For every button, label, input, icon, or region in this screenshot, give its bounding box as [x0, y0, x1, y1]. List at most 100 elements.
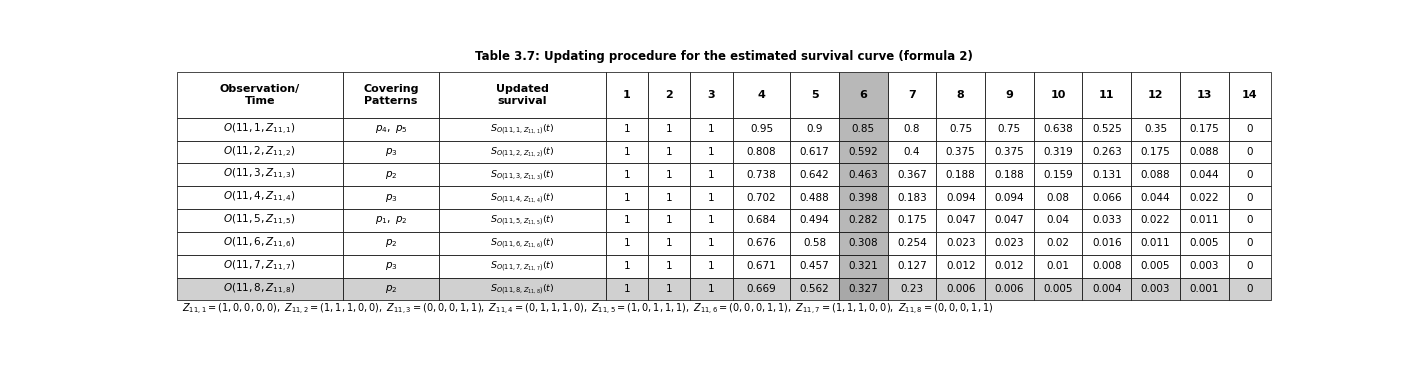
- Text: $S_{O(11,8,Z_{11,8})}(t)$: $S_{O(11,8,Z_{11,8})}(t)$: [490, 282, 555, 296]
- Text: 0.263: 0.263: [1091, 147, 1121, 157]
- Text: $S_{O(11,3,Z_{11,3})}(t)$: $S_{O(11,3,Z_{11,3})}(t)$: [490, 168, 555, 182]
- Text: 0.95: 0.95: [750, 124, 772, 134]
- Bar: [606, 118, 648, 141]
- Text: 1: 1: [709, 238, 714, 248]
- Text: 0.004: 0.004: [1091, 284, 1121, 294]
- Bar: [1034, 277, 1083, 300]
- Text: 0.808: 0.808: [747, 147, 777, 157]
- Bar: [936, 186, 986, 209]
- Bar: [986, 141, 1034, 163]
- Bar: [1131, 232, 1180, 255]
- Bar: [606, 72, 648, 118]
- Text: $Z_{11,1} = (1,0,0,0,0),\ Z_{11,2} = (1,1,1,0,0),\ Z_{11,3} = (0,0,0,1,1),\ Z_{1: $Z_{11,1} = (1,0,0,0,0),\ Z_{11,2} = (1,…: [182, 302, 993, 317]
- Text: $O(11,6,Z_{11,6})$: $O(11,6,Z_{11,6})$: [223, 236, 297, 251]
- Bar: [439, 118, 606, 141]
- Bar: [1131, 118, 1180, 141]
- Text: 0.175: 0.175: [1141, 147, 1171, 157]
- Text: Observation/
Time: Observation/ Time: [220, 84, 299, 106]
- Text: 1: 1: [666, 170, 672, 180]
- Text: 0.85: 0.85: [851, 124, 875, 134]
- Bar: [1228, 255, 1271, 277]
- Text: 0.006: 0.006: [994, 284, 1024, 294]
- Text: 12: 12: [1148, 90, 1163, 100]
- Bar: [936, 209, 986, 232]
- Bar: [1228, 232, 1271, 255]
- Text: 0.094: 0.094: [994, 193, 1024, 203]
- Text: $S_{O(11,2,Z_{11,2})}(t)$: $S_{O(11,2,Z_{11,2})}(t)$: [490, 145, 555, 159]
- Text: 0.047: 0.047: [994, 216, 1024, 225]
- Bar: [791, 255, 839, 277]
- Bar: [888, 186, 936, 209]
- Text: $O(11,3,Z_{11,3})$: $O(11,3,Z_{11,3})$: [223, 167, 297, 182]
- Bar: [888, 118, 936, 141]
- Text: 0.08: 0.08: [1046, 193, 1070, 203]
- Text: 0: 0: [1247, 216, 1252, 225]
- Bar: [343, 255, 439, 277]
- Bar: [648, 163, 690, 186]
- Text: 1: 1: [624, 124, 630, 134]
- Bar: [733, 277, 791, 300]
- Text: 0.738: 0.738: [747, 170, 777, 180]
- Text: 0.175: 0.175: [1189, 124, 1219, 134]
- Bar: [690, 141, 733, 163]
- Bar: [439, 163, 606, 186]
- Bar: [986, 163, 1034, 186]
- Text: 0.005: 0.005: [1043, 284, 1073, 294]
- Text: 0.006: 0.006: [946, 284, 976, 294]
- Bar: [1083, 163, 1131, 186]
- Text: 0.488: 0.488: [799, 193, 829, 203]
- Text: 1: 1: [624, 147, 630, 157]
- Bar: [690, 277, 733, 300]
- Text: $S_{O(11,6,Z_{11,6})}(t)$: $S_{O(11,6,Z_{11,6})}(t)$: [490, 236, 555, 250]
- Bar: [1131, 255, 1180, 277]
- Text: 0: 0: [1247, 170, 1252, 180]
- Bar: [1083, 186, 1131, 209]
- Bar: [791, 163, 839, 186]
- Text: 0.023: 0.023: [994, 238, 1024, 248]
- Text: 0.9: 0.9: [806, 124, 823, 134]
- Bar: [606, 255, 648, 277]
- Bar: [791, 277, 839, 300]
- Bar: [839, 163, 888, 186]
- Bar: [1131, 163, 1180, 186]
- Text: 0.175: 0.175: [897, 216, 926, 225]
- Bar: [1034, 186, 1083, 209]
- Bar: [888, 72, 936, 118]
- Text: 0.022: 0.022: [1189, 193, 1219, 203]
- Bar: [733, 186, 791, 209]
- Bar: [936, 163, 986, 186]
- Bar: [343, 209, 439, 232]
- Text: 11: 11: [1099, 90, 1114, 100]
- Text: 0: 0: [1247, 238, 1252, 248]
- Text: 10: 10: [1051, 90, 1066, 100]
- Bar: [888, 232, 936, 255]
- Bar: [648, 186, 690, 209]
- Bar: [1034, 118, 1083, 141]
- Text: $p_1,\ p_2$: $p_1,\ p_2$: [374, 214, 408, 227]
- Text: 0.321: 0.321: [849, 261, 878, 271]
- Bar: [733, 141, 791, 163]
- Text: $p_3$: $p_3$: [385, 260, 397, 272]
- Bar: [439, 255, 606, 277]
- Bar: [606, 209, 648, 232]
- Text: 0.617: 0.617: [799, 147, 829, 157]
- Text: 0.188: 0.188: [994, 170, 1024, 180]
- Bar: [1180, 232, 1228, 255]
- Bar: [986, 209, 1034, 232]
- Text: 1: 1: [624, 193, 630, 203]
- Text: 0.8: 0.8: [904, 124, 921, 134]
- Bar: [690, 118, 733, 141]
- Text: $p_4,\ p_5$: $p_4,\ p_5$: [374, 123, 408, 135]
- Bar: [606, 141, 648, 163]
- Text: 1: 1: [666, 216, 672, 225]
- Text: 0.457: 0.457: [799, 261, 829, 271]
- Bar: [176, 255, 343, 277]
- Text: 0.183: 0.183: [897, 193, 926, 203]
- Bar: [648, 141, 690, 163]
- Text: 0.066: 0.066: [1091, 193, 1121, 203]
- Text: 0.319: 0.319: [1043, 147, 1073, 157]
- Bar: [1180, 277, 1228, 300]
- Text: 6: 6: [860, 90, 867, 100]
- Text: $p_3$: $p_3$: [385, 192, 397, 203]
- Text: 0: 0: [1247, 124, 1252, 134]
